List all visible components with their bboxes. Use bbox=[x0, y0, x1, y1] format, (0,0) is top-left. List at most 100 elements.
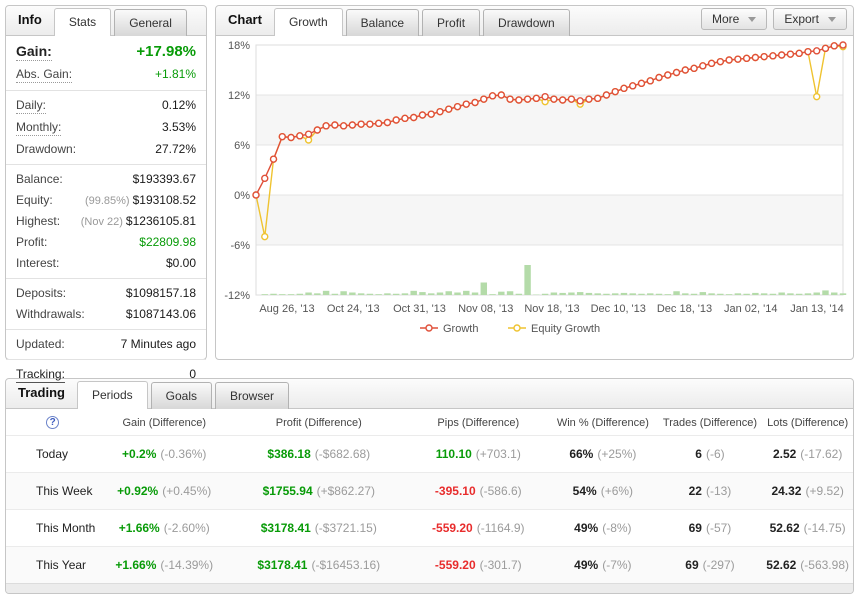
svg-text:Oct 31, '13: Oct 31, '13 bbox=[393, 303, 446, 315]
export-button[interactable]: Export bbox=[773, 8, 847, 30]
daily-value: 0.12% bbox=[162, 98, 196, 112]
svg-text:Oct 24, '13: Oct 24, '13 bbox=[327, 303, 380, 315]
trades-cell: 22 bbox=[689, 484, 702, 498]
trades-cell: 69 bbox=[689, 521, 702, 535]
win-cell: 49% bbox=[574, 521, 598, 535]
daily-label: Daily: bbox=[16, 98, 46, 114]
gain-cell: +1.66% bbox=[119, 521, 160, 535]
withdrawals-value: $1087143.06 bbox=[126, 307, 196, 321]
info-group-updated: Updated: 7 Minutes ago bbox=[6, 330, 206, 360]
win-cell: 54% bbox=[573, 484, 597, 498]
interest-value: $0.00 bbox=[166, 256, 196, 270]
svg-text:Dec 10, '13: Dec 10, '13 bbox=[591, 303, 646, 315]
withdrawals-label: Withdrawals: bbox=[16, 307, 85, 322]
period-label: This Year bbox=[6, 547, 99, 584]
gain-cell: +1.66% bbox=[115, 558, 156, 572]
pips-cell: -559.20 bbox=[435, 558, 476, 572]
svg-text:-6%: -6% bbox=[230, 240, 250, 252]
svg-text:Jan 02, '14: Jan 02, '14 bbox=[724, 303, 777, 315]
chart-panel: Chart Growth Balance Profit Drawdown Mor… bbox=[215, 5, 854, 360]
pips-cell: -559.20 bbox=[432, 521, 473, 535]
table-footer bbox=[6, 583, 853, 593]
top-row: Info Stats General Gain: +17.98% Abs. Ga… bbox=[5, 5, 854, 360]
col-win: Win % (Difference) bbox=[548, 409, 658, 436]
tracking-link[interactable]: Tracking: bbox=[16, 367, 65, 383]
updated-value: 7 Minutes ago bbox=[121, 337, 196, 351]
chart-tabbar: Chart Growth Balance Profit Drawdown Mor… bbox=[216, 6, 853, 36]
period-label: This Month bbox=[6, 510, 99, 547]
tab-stats[interactable]: Stats bbox=[54, 8, 111, 36]
profit-cell: $1755.94 bbox=[263, 484, 313, 498]
lots-cell: 52.62 bbox=[766, 558, 796, 572]
col-lots: Lots (Difference) bbox=[762, 409, 853, 436]
pips-cell: 110.10 bbox=[436, 447, 472, 461]
deposits-value: $1098157.18 bbox=[126, 286, 196, 300]
col-gain: Gain (Difference) bbox=[99, 409, 229, 436]
tab-balance[interactable]: Balance bbox=[346, 9, 419, 36]
profit-label: Profit: bbox=[16, 235, 47, 250]
trading-panel: Trading Periods Goals Browser ? Gain (Di… bbox=[5, 378, 854, 594]
svg-text:-12%: -12% bbox=[224, 290, 250, 302]
lots-cell: 2.52 bbox=[773, 447, 796, 461]
info-group-rates: Daily: 0.12% Monthly: 3.53% Drawdown: 27… bbox=[6, 91, 206, 165]
equity-percent: (99.85%) bbox=[85, 195, 130, 207]
table-row-this-week: This Week +0.92%(+0.45%) $1755.94(+$862.… bbox=[6, 473, 853, 510]
svg-text:Dec 18, '13: Dec 18, '13 bbox=[657, 303, 712, 315]
more-button[interactable]: More bbox=[701, 8, 767, 30]
tab-goals[interactable]: Goals bbox=[151, 382, 212, 409]
gain-cell: +0.92% bbox=[117, 484, 158, 498]
gain-label: Gain: bbox=[16, 43, 52, 61]
highest-label: Highest: bbox=[16, 214, 60, 229]
svg-text:Nov 18, '13: Nov 18, '13 bbox=[524, 303, 579, 315]
highest-value: (Nov 22)$1236105.81 bbox=[81, 214, 196, 228]
tracking-value: 0 bbox=[189, 367, 196, 381]
deposits-label: Deposits: bbox=[16, 286, 66, 301]
win-cell: 66% bbox=[569, 447, 593, 461]
svg-text:12%: 12% bbox=[228, 90, 250, 102]
gain-value: +17.98% bbox=[136, 43, 196, 60]
tab-drawdown[interactable]: Drawdown bbox=[483, 9, 570, 36]
info-row-withdrawals: Withdrawals: $1087143.06 bbox=[6, 304, 206, 325]
info-group-gain: Gain: +17.98% Abs. Gain: +1.81% bbox=[6, 36, 206, 91]
tab-profit[interactable]: Profit bbox=[422, 9, 480, 36]
svg-text:18%: 18% bbox=[228, 40, 250, 52]
table-row-this-month: This Month +1.66%(-2.60%) $3178.41(-$372… bbox=[6, 510, 853, 547]
col-profit: Profit (Difference) bbox=[229, 409, 408, 436]
lots-cell: 24.32 bbox=[771, 484, 801, 498]
table-row-today: Today +0.2%(-0.36%) $386.18(-$682.68) 11… bbox=[6, 436, 853, 473]
tab-general[interactable]: General bbox=[114, 9, 187, 36]
trades-cell: 69 bbox=[685, 558, 698, 572]
info-row-interest: Interest: $0.00 bbox=[6, 253, 206, 274]
info-row-balance: Balance: $193393.67 bbox=[6, 169, 206, 190]
chevron-down-icon bbox=[748, 17, 756, 22]
svg-text:Aug 26, '13: Aug 26, '13 bbox=[259, 303, 314, 315]
info-row-deposits: Deposits: $1098157.18 bbox=[6, 283, 206, 304]
svg-text:Growth: Growth bbox=[443, 323, 478, 335]
profit-value: $22809.98 bbox=[139, 235, 196, 249]
info-row-equity: Equity: (99.85%)$193108.52 bbox=[6, 190, 206, 211]
info-panel-title: Info bbox=[12, 12, 54, 35]
monthly-value: 3.53% bbox=[162, 120, 196, 134]
trades-cell: 6 bbox=[695, 447, 702, 461]
svg-text:Nov 08, '13: Nov 08, '13 bbox=[458, 303, 513, 315]
win-cell: 49% bbox=[574, 558, 598, 572]
info-group-flows: Deposits: $1098157.18 Withdrawals: $1087… bbox=[6, 279, 206, 330]
lots-cell: 52.62 bbox=[770, 521, 800, 535]
profit-cell: $3178.41 bbox=[257, 558, 307, 572]
updated-label: Updated: bbox=[16, 337, 65, 352]
info-panel: Info Stats General Gain: +17.98% Abs. Ga… bbox=[5, 5, 207, 360]
svg-text:Equity Growth: Equity Growth bbox=[531, 323, 600, 335]
monthly-label: Monthly: bbox=[16, 120, 61, 136]
svg-text:Jan 13, '14: Jan 13, '14 bbox=[790, 303, 843, 315]
tab-periods[interactable]: Periods bbox=[77, 381, 148, 409]
equity-value: (99.85%)$193108.52 bbox=[85, 193, 196, 207]
tab-growth[interactable]: Growth bbox=[274, 8, 343, 36]
help-icon[interactable]: ? bbox=[46, 416, 59, 429]
col-pips: Pips (Difference) bbox=[409, 409, 549, 436]
info-row-abs-gain: Abs. Gain: +1.81% bbox=[6, 64, 206, 86]
info-row-highest: Highest: (Nov 22)$1236105.81 bbox=[6, 211, 206, 232]
tab-browser[interactable]: Browser bbox=[215, 382, 289, 409]
balance-label: Balance: bbox=[16, 172, 63, 187]
